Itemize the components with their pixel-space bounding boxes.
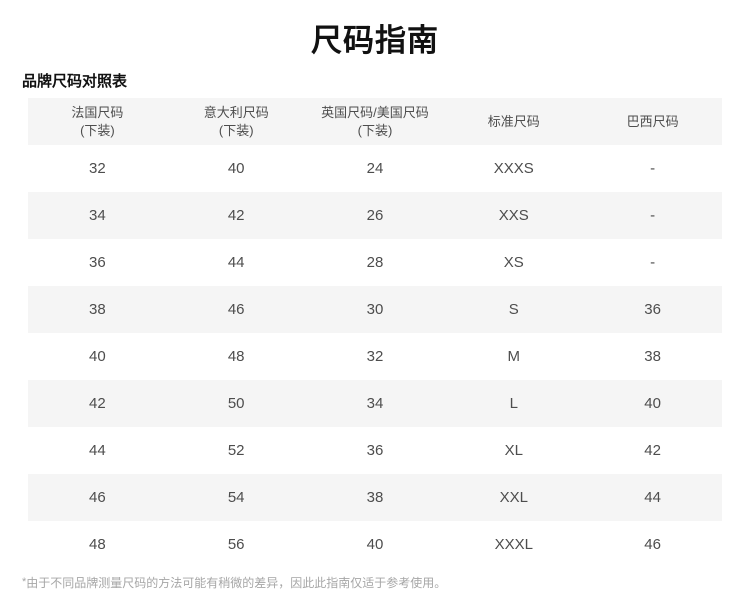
table-cell: XXXL <box>494 536 533 553</box>
table-cell: - <box>650 254 656 271</box>
table-cell: 38 <box>366 489 384 506</box>
table-cell: 56 <box>227 536 245 553</box>
table-header-row: 法国尺码 (下装) 意大利尺码 (下装) 英国尺码/美国尺码 (下装) 标准尺码… <box>28 98 722 145</box>
column-header-italy: 意大利尺码 (下装) <box>167 98 306 145</box>
table-row: 44 52 36 XL 42 <box>28 427 722 474</box>
table-cell: 24 <box>366 160 384 177</box>
table-cell: 34 <box>366 395 384 412</box>
table-cell: 42 <box>227 207 245 224</box>
table-cell: L <box>509 395 518 412</box>
column-header-standard: 标准尺码 <box>444 98 583 145</box>
column-header-uk-us: 英国尺码/美国尺码 (下装) <box>306 98 445 145</box>
table-row: 36 44 28 XS - <box>28 239 722 286</box>
footnote-star: * <box>22 576 27 588</box>
table-cell: S <box>508 301 519 318</box>
table-cell: 28 <box>366 254 384 271</box>
table-cell: 44 <box>89 442 106 459</box>
header-line1: 英国尺码/美国尺码 <box>321 104 429 120</box>
table-cell: 44 <box>644 489 661 506</box>
table-cell: 36 <box>366 442 384 459</box>
table-cell: - <box>650 160 656 177</box>
table-cell: 42 <box>644 442 661 459</box>
table-cell: XXXS <box>493 160 534 177</box>
table-cell: 46 <box>644 536 661 553</box>
table-cell: 40 <box>89 348 106 365</box>
table-cell: 38 <box>89 301 106 318</box>
table-cell: - <box>650 207 656 224</box>
header-line1: 法国尺码 <box>71 104 124 120</box>
table-cell: 48 <box>227 348 245 365</box>
size-table-body: 32 40 24 XXXS -34 42 26 XXS -36 44 28 XS -38 46 30 S 36 4… <box>28 145 722 568</box>
footnote: *由于不同品牌测量尺码的方法可能有稍微的差异，因此此指南仅适于参考使用。 <box>22 574 750 592</box>
table-cell: 36 <box>644 301 661 318</box>
table-row: 48 56 40 XXXL 46 <box>28 521 722 568</box>
table-cell: 36 <box>89 254 106 271</box>
table-cell: 40 <box>366 536 384 553</box>
table-row: 32 40 24 XXXS - <box>28 145 722 192</box>
table-cell: 32 <box>89 160 106 177</box>
table-cell: 40 <box>227 160 245 177</box>
header-line2: (下装) <box>218 122 254 138</box>
table-cell: XXS <box>498 207 529 224</box>
table-cell: 54 <box>227 489 245 506</box>
table-cell: 26 <box>366 207 384 224</box>
header-line2: (下装) <box>80 122 115 138</box>
table-cell: 38 <box>644 348 661 365</box>
table-cell: 46 <box>227 301 245 318</box>
table-cell: M <box>507 348 521 365</box>
table-cell: 48 <box>89 536 106 553</box>
page-title: 尺码指南 <box>311 23 439 58</box>
table-cell: XXL <box>499 489 528 506</box>
header-line2: (下装) <box>357 122 393 138</box>
table-row: 40 48 32 M 38 <box>28 333 722 380</box>
table-cell: 52 <box>227 442 245 459</box>
header-line1: 标准尺码 <box>487 113 540 129</box>
footnote-text: 由于不同品牌测量尺码的方法可能有稍微的差异，因此此指南仅适于参考使用。 <box>26 576 447 590</box>
column-header-france: 法国尺码 (下装) <box>28 98 167 145</box>
size-table: 法国尺码 (下装) 意大利尺码 (下装) 英国尺码/美国尺码 (下装) 标准尺码… <box>28 98 722 568</box>
table-cell: 50 <box>227 395 245 412</box>
section-title: 品牌尺码对照表 <box>22 73 128 90</box>
table-cell: 42 <box>89 395 106 412</box>
table-cell: 30 <box>366 301 384 318</box>
table-cell: 40 <box>644 395 661 412</box>
table-row: 38 46 30 S 36 <box>28 286 722 333</box>
table-cell: XL <box>504 442 523 459</box>
header-line1: 巴西尺码 <box>626 113 679 129</box>
table-cell: 32 <box>366 348 384 365</box>
table-row: 42 50 34 L 40 <box>28 380 722 427</box>
table-cell: 46 <box>89 489 106 506</box>
table-row: 34 42 26 XXS - <box>28 192 722 239</box>
column-header-brazil: 巴西尺码 <box>583 98 722 145</box>
table-row: 46 54 38 XXL 44 <box>28 474 722 521</box>
table-cell: 44 <box>227 254 245 271</box>
table-cell: XS <box>503 254 524 271</box>
header-line1: 意大利尺码 <box>203 104 269 120</box>
table-cell: 34 <box>89 207 106 224</box>
